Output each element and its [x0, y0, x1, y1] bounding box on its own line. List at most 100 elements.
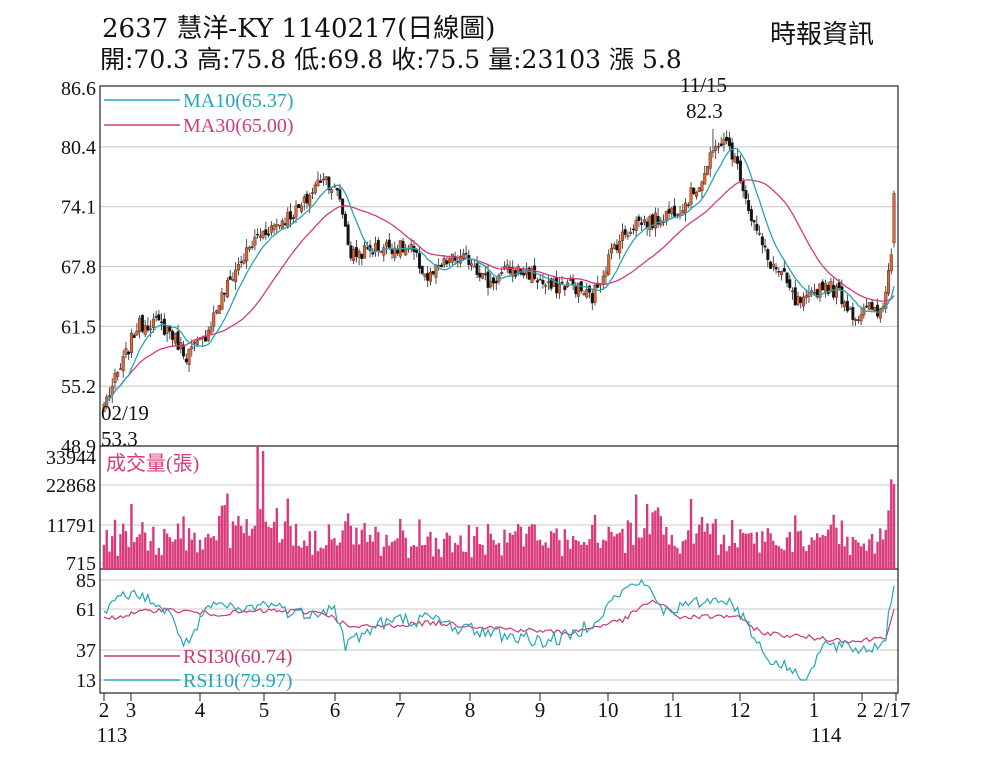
volume-bar: [278, 542, 281, 569]
grid-lines: [100, 146, 898, 681]
volume-bar: [198, 539, 202, 569]
volume-bar: [741, 532, 745, 569]
candle-body: [363, 245, 367, 259]
candle-body: [209, 326, 213, 334]
volume-bar: [648, 534, 652, 569]
candle-body: [892, 193, 896, 243]
candle-body: [297, 203, 301, 209]
ma30-line: [103, 179, 895, 405]
volume-bar: [670, 534, 674, 569]
candle-body: [634, 220, 638, 231]
volume-bar: [341, 530, 344, 569]
volume-bar: [256, 446, 259, 569]
volume-bar: [346, 513, 350, 569]
volume-bar: [610, 531, 613, 569]
volume-bar: [176, 523, 180, 569]
volume-bar: [237, 516, 240, 569]
volume-bar: [585, 544, 588, 569]
volume-bar: [132, 542, 136, 569]
candle-body: [801, 296, 805, 307]
volume-bar: [204, 537, 207, 569]
source-label: 時報資訊: [770, 20, 875, 50]
volume-bar: [108, 551, 111, 569]
month-label: 4: [195, 698, 206, 722]
volume-bar: [212, 536, 215, 569]
volume-bar: [538, 539, 542, 569]
candle-body: [308, 195, 312, 206]
volume-bar: [272, 521, 276, 569]
candle-body: [305, 193, 309, 204]
volume-bar: [618, 532, 621, 569]
candle-body: [889, 254, 893, 272]
moving-average-lines: [103, 147, 895, 405]
volume-bar: [500, 555, 503, 569]
volume-bar: [396, 538, 399, 569]
price-tick-label: 74.1: [61, 197, 96, 219]
volume-bar: [640, 537, 643, 569]
volume-bar: [338, 542, 342, 569]
volume-bar: [368, 534, 372, 569]
candle-body: [195, 340, 199, 345]
candle-body: [291, 217, 295, 219]
volume-bar: [495, 544, 498, 569]
candle-body: [785, 272, 789, 284]
volume-bar: [239, 525, 243, 569]
volume-bar: [769, 533, 772, 569]
candle-body: [267, 233, 271, 236]
candle-body: [684, 202, 688, 214]
candle-body: [738, 160, 742, 182]
volume-bar: [404, 537, 407, 569]
candle-body: [269, 225, 273, 233]
candle-body: [176, 331, 180, 350]
volume-bar: [459, 535, 462, 569]
candle-body: [716, 146, 720, 148]
volume-bar: [848, 554, 852, 569]
candle-body: [812, 292, 816, 294]
volume-bar: [319, 547, 322, 569]
volume-tick-label: 33944: [46, 447, 96, 469]
ma30-legend-label: MA30(65.00): [183, 115, 294, 137]
volume-bar: [138, 534, 141, 569]
candle-body: [171, 330, 175, 340]
volume-bar: [363, 523, 366, 569]
high-date-annotation: 11/15: [680, 73, 727, 97]
volume-legend-label: 成交量(張): [106, 452, 199, 475]
candle-body: [379, 251, 383, 253]
volume-bar: [187, 528, 191, 569]
candle-body: [253, 236, 257, 246]
volume-bar: [719, 544, 723, 569]
volume-bar: [681, 541, 684, 569]
volume-bar: [752, 543, 756, 569]
volume-bar: [333, 538, 336, 569]
volume-bar: [470, 557, 473, 569]
volume-bar: [209, 537, 213, 569]
volume-tick-label: 11791: [47, 515, 96, 537]
volume-bar: [215, 540, 218, 569]
volume-bar: [706, 523, 709, 569]
volume-bar: [377, 532, 380, 569]
candle-body: [804, 295, 808, 298]
candle-body: [426, 272, 430, 281]
volume-tick-label: 715: [66, 553, 96, 575]
volume-bar: [451, 552, 454, 569]
volume-bar: [591, 524, 594, 569]
candle-body: [590, 293, 594, 304]
volume-bar: [876, 541, 879, 569]
volume-bar: [171, 541, 174, 569]
candle-body: [642, 219, 646, 223]
candle-body: [766, 249, 770, 260]
panel-frames: [99, 85, 899, 694]
candle-body: [360, 254, 364, 259]
month-label: 2/17: [873, 698, 910, 722]
volume-bar: [654, 510, 657, 569]
volume-bar: [837, 544, 841, 569]
candle-body: [546, 281, 550, 284]
volume-bar: [730, 520, 734, 569]
low-date-annotation: 02/19: [101, 401, 149, 425]
volume-bar: [667, 544, 671, 569]
month-label: 6: [330, 698, 341, 722]
candle-body: [631, 228, 635, 231]
candle-body: [138, 317, 142, 333]
candle-body: [261, 231, 265, 238]
